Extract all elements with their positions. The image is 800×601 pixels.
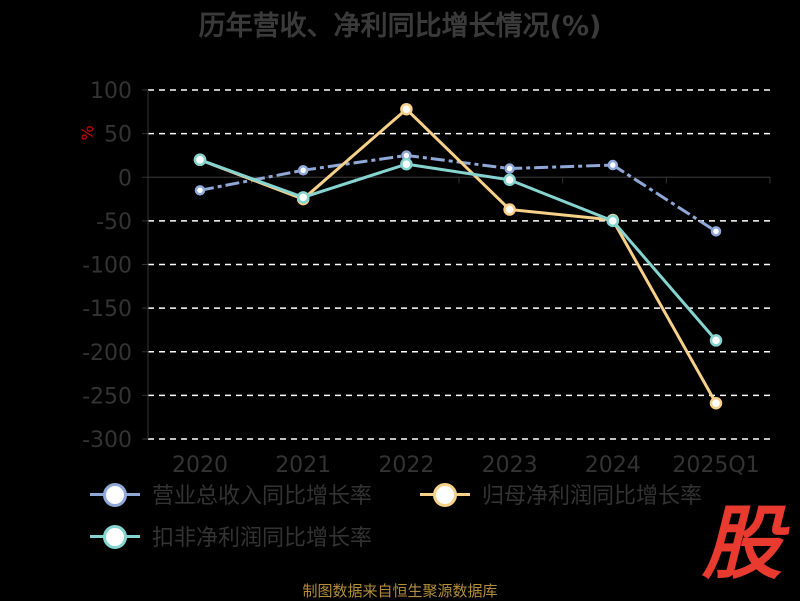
series-line bbox=[199, 107, 718, 404]
y-tick-label: 0 bbox=[118, 166, 132, 191]
series-line bbox=[199, 153, 717, 233]
y-tick-label: -300 bbox=[82, 428, 132, 453]
legend-item[interactable]: 扣非净利润同比增长率 bbox=[90, 516, 372, 556]
data-point bbox=[503, 173, 516, 187]
data-point bbox=[709, 334, 723, 347]
data-point bbox=[297, 165, 309, 176]
data-point bbox=[400, 157, 413, 171]
y-tick-label: -200 bbox=[82, 341, 132, 366]
x-tick-label: 2024 bbox=[585, 453, 641, 478]
grid-lines bbox=[142, 89, 770, 440]
y-tick-label: -100 bbox=[82, 254, 132, 279]
y-tick-label: -250 bbox=[82, 384, 132, 409]
x-tick-label: 2020 bbox=[172, 453, 228, 478]
series-1 bbox=[194, 150, 722, 237]
data-point bbox=[503, 203, 516, 216]
data-source-note: 制图数据来自恒生聚源数据库 bbox=[302, 582, 498, 600]
x-tick-labels: 2020 2021 2022 2023 2024 2025Q1 bbox=[172, 453, 760, 478]
x-tick-label: 2023 bbox=[482, 453, 538, 478]
data-point bbox=[607, 159, 619, 171]
y-tick-label: 100 bbox=[90, 79, 132, 104]
data-point bbox=[400, 102, 413, 116]
y-tick-labels: 100 50 0 -50 -100 -150 -200 -250 -300 bbox=[82, 79, 132, 453]
data-point bbox=[194, 185, 206, 196]
data-point bbox=[709, 396, 723, 410]
legend-label: 归母净利润同比增长率 bbox=[482, 484, 703, 509]
x-tick-label: 2022 bbox=[378, 453, 434, 478]
series-3 bbox=[193, 153, 723, 347]
data-point bbox=[193, 153, 207, 167]
legend-marker-icon bbox=[90, 516, 152, 556]
stock-logo: 股 bbox=[702, 497, 782, 590]
legend-marker-icon bbox=[420, 474, 482, 514]
y-tick-label: -50 bbox=[96, 210, 132, 235]
legend-item[interactable]: 营业总收入同比增长率 bbox=[90, 474, 372, 514]
legend-item[interactable]: 归母净利润同比增长率 bbox=[420, 474, 702, 514]
x-tick-label: 2025Q1 bbox=[672, 453, 759, 478]
legend-label: 扣非净利润同比增长率 bbox=[152, 526, 373, 551]
data-point bbox=[504, 163, 515, 174]
y-axis-unit: % bbox=[78, 125, 97, 140]
data-point bbox=[606, 214, 620, 228]
series-line bbox=[199, 158, 718, 342]
data-point bbox=[296, 191, 310, 204]
series-lines bbox=[193, 102, 723, 410]
y-tick-label: -150 bbox=[82, 297, 132, 322]
y-tick-label: 50 bbox=[104, 123, 132, 148]
legend-marker-icon bbox=[90, 474, 152, 514]
chart-title: 历年营收、净利同比增长情况(%) bbox=[198, 11, 602, 42]
legend-label: 营业总收入同比增长率 bbox=[152, 484, 373, 509]
x-tick-label: 2021 bbox=[275, 453, 331, 478]
data-point bbox=[710, 226, 722, 237]
